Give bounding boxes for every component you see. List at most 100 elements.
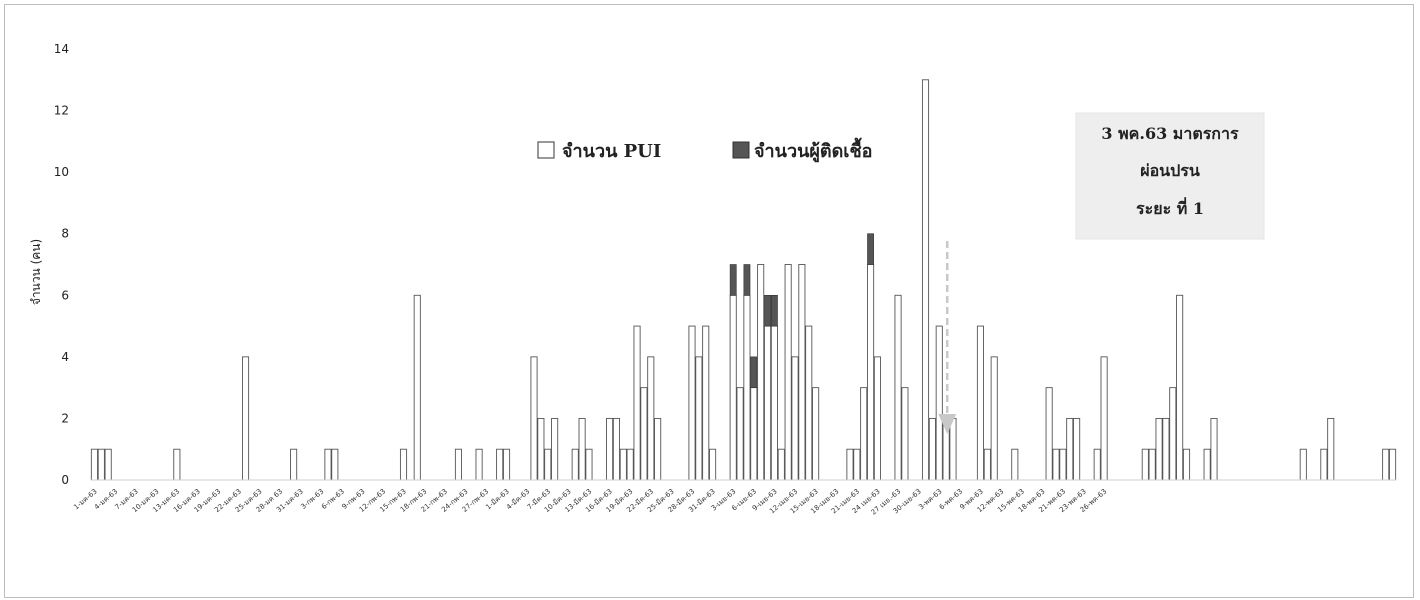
y-tick-label: 2 [61,411,69,425]
x-axis-ticks: 1-มค-634-มค-637-มค-6310-มค-6313-มค-6316-… [72,487,1108,516]
bar-pui [1093,448,1101,481]
bar-pui [1382,448,1390,481]
bar-pui [805,325,813,481]
bar-pui [812,387,820,481]
bar-pui [1169,387,1177,481]
bar-pui [1073,417,1081,481]
bar-pui [757,264,765,481]
bar-pui [585,448,593,481]
chart-frame [4,4,1414,598]
bar-pui [921,79,930,481]
y-tick-label: 8 [61,227,69,241]
bar-pui [241,356,250,481]
bar-infected [867,233,874,265]
bar-pui [619,448,627,481]
bar-infected [750,356,758,388]
bar-pui [743,294,751,481]
annotation-arrowhead [938,414,957,434]
bar-pui [1176,294,1184,481]
bar-pui [413,294,421,481]
bar-infected [771,294,778,327]
bar-pui [290,448,298,481]
bar-pui [173,448,181,481]
bar-pui [702,325,710,481]
bar-pui [633,325,641,481]
bar-pui [764,325,772,481]
y-axis-label-group: จำนวน (คน) [29,239,43,305]
legend-label-infected: จำนวนผู้ติดเชื้อ [754,137,872,163]
bar-pui [867,264,875,481]
y-tick-label: 6 [61,288,69,302]
bar-pui [399,448,408,481]
bar-pui [873,356,881,481]
bar-pui [777,448,785,481]
bar-pui [551,417,559,481]
bar-pui [1210,417,1218,481]
bar-pui [1066,417,1074,481]
bar-pui [1327,417,1335,481]
annotation-line-3: ระยะ ที่ 1 [1136,197,1204,218]
bar-pui [949,417,957,481]
legend-swatch-pui [537,141,555,159]
bar-pui [1299,448,1307,481]
bar-pui [894,294,902,481]
bar-pui [928,417,936,481]
bar-pui [647,356,655,481]
bar-pui [846,448,854,481]
annotation-box [1075,112,1265,240]
bar-pui [496,448,504,481]
bar-pui [1100,356,1108,481]
bar-pui [1052,448,1060,481]
legend: จำนวน PUI จำนวนผู้ติดเชื้อ [537,137,872,163]
legend-label-pui: จำนวน PUI [562,141,661,162]
bar-pui [1389,448,1397,481]
bar-infected [764,294,771,327]
bar-pui [1320,448,1328,481]
y-tick-label: 14 [54,42,69,56]
bar-pui [475,448,483,481]
y-tick-label: 0 [61,473,69,487]
bar-pui [606,417,614,481]
bar-pui [1148,448,1156,481]
bar-pui [1059,448,1067,481]
bar-pui [750,387,758,481]
bar-pui [97,448,105,481]
legend-swatch-infected [732,141,750,159]
bar-pui [695,356,703,481]
bar-pui [729,294,737,481]
bar-pui [784,264,792,481]
bar-pui [537,417,545,481]
bar-pui [798,264,806,481]
bar-infected [743,264,751,296]
annotation-callout: 3 พค.63 มาตรการ ผ่อนปรน ระยะ ที่ 1 [938,112,1265,434]
bar-pui [626,448,634,481]
bar-pui [544,448,552,481]
bar-pui [688,325,696,481]
y-tick-label: 12 [54,104,69,118]
y-axis: 0 2 4 6 8 10 12 14 [54,42,69,487]
bar-pui [654,417,662,481]
bar-pui [709,448,717,481]
bar-pui [1182,448,1191,481]
bar-pui [90,448,98,481]
bar-pui [935,325,943,481]
bar-pui [1011,448,1019,481]
bar-pui [990,356,998,481]
bar-pui [454,448,462,481]
bar-infected [729,264,737,296]
bar-pui [1155,417,1163,481]
bar-pui [104,448,112,481]
annotation-line-2: ผ่อนปรน [1140,161,1200,180]
y-tick-label: 10 [54,165,69,179]
bar-pui [640,387,648,481]
bar-pui [324,448,332,481]
bar-pui [791,356,799,481]
bar-pui [1141,448,1149,481]
bar-pui [860,387,868,481]
annotation-line-1: 3 พค.63 มาตรการ [1101,124,1239,143]
bar-pui [530,356,538,481]
bar-pui [770,325,778,481]
bar-pui [612,417,620,481]
y-tick-label: 4 [61,350,69,364]
